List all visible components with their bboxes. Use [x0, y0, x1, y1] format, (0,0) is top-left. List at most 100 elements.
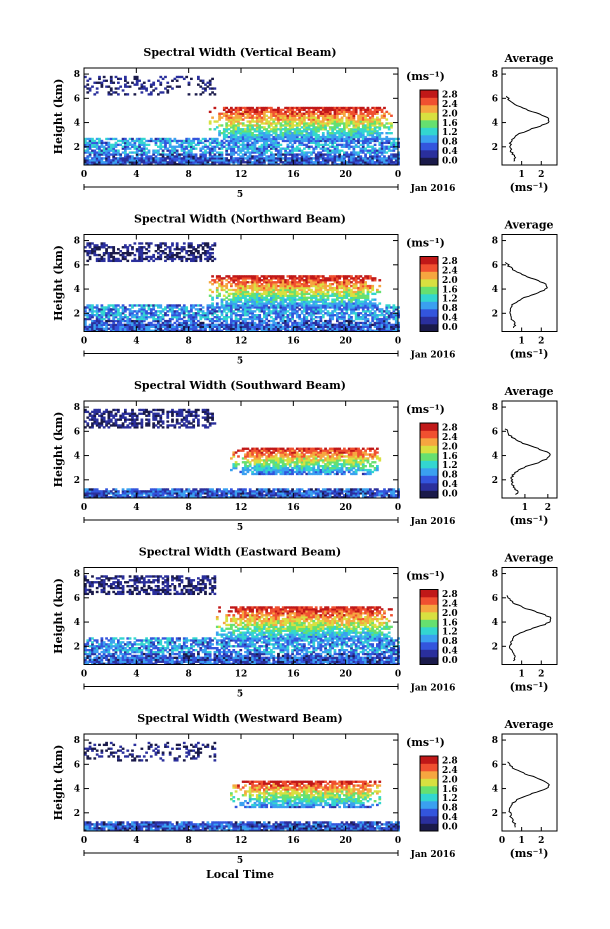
data-cell	[300, 323, 304, 327]
data-cell	[246, 149, 250, 152]
data-cell	[190, 316, 193, 319]
data-cell	[142, 163, 146, 166]
data-cell	[107, 159, 111, 162]
data-cell	[295, 284, 299, 288]
data-cell	[112, 159, 116, 162]
data-cell	[286, 275, 290, 278]
data-cell	[105, 79, 108, 82]
data-cell	[206, 85, 210, 88]
data-cell	[117, 157, 120, 160]
data-cell	[295, 314, 299, 317]
data-cell	[347, 143, 351, 147]
data-cell	[286, 317, 290, 321]
data-cell	[331, 283, 335, 286]
data-cell	[220, 151, 224, 154]
data-cell	[220, 153, 224, 156]
data-cell	[234, 308, 238, 311]
data-cell	[182, 145, 186, 148]
data-cell	[253, 108, 257, 112]
data-cell	[255, 118, 259, 121]
data-cell	[274, 112, 278, 115]
data-cell	[93, 246, 97, 249]
data-cell	[307, 323, 311, 327]
data-cell	[197, 139, 200, 143]
data-cell	[253, 139, 257, 143]
data-cell	[293, 325, 297, 329]
data-cell	[272, 126, 276, 129]
data-cell	[109, 75, 113, 79]
data-cell	[133, 319, 137, 323]
data-cell	[277, 118, 280, 121]
data-cell	[260, 155, 264, 158]
data-cell	[145, 248, 148, 251]
data-cell	[131, 139, 134, 143]
data-cell	[220, 310, 224, 313]
data-cell	[124, 310, 127, 313]
data-cell	[284, 281, 287, 284]
data-cell	[145, 252, 148, 255]
data-cell	[182, 310, 186, 313]
data-cell	[105, 306, 108, 309]
data-cell	[147, 244, 151, 247]
data-cell	[237, 147, 240, 150]
data-cell	[117, 151, 120, 154]
data-cell	[265, 325, 269, 329]
data-cell	[225, 149, 229, 152]
data-cell	[114, 151, 118, 154]
data-cell	[93, 253, 97, 257]
data-cell	[307, 135, 311, 139]
data-cell	[166, 257, 170, 261]
data-cell	[298, 143, 302, 147]
data-cell	[246, 108, 250, 112]
data-cell	[211, 87, 214, 90]
data-cell	[102, 329, 106, 332]
data-cell	[152, 312, 156, 315]
data-cell	[246, 157, 250, 160]
data-cell	[194, 157, 198, 160]
data-cell	[230, 134, 233, 137]
data-cell	[263, 329, 266, 332]
data-cell	[390, 149, 393, 152]
data-cell	[251, 316, 254, 319]
data-cell	[371, 137, 375, 141]
data-cell	[255, 306, 259, 309]
data-cell	[157, 145, 160, 148]
data-cell	[293, 112, 297, 115]
data-cell	[232, 141, 236, 145]
data-cell	[350, 132, 353, 135]
data-cell	[246, 124, 250, 127]
data-cell	[324, 126, 327, 129]
data-cell	[295, 149, 299, 152]
data-cell	[222, 294, 226, 297]
data-cell	[270, 153, 273, 156]
data-cell	[124, 157, 127, 160]
data-cell	[230, 288, 233, 292]
data-cell	[239, 122, 243, 125]
data-cell	[357, 294, 360, 297]
data-cell	[263, 157, 266, 160]
data-cell	[319, 319, 323, 323]
data-cell	[295, 310, 299, 313]
data-cell	[263, 128, 266, 131]
data-cell	[361, 124, 365, 127]
data-cell	[105, 316, 108, 319]
data-cell	[218, 147, 221, 150]
data-cell	[109, 252, 113, 255]
data-cell	[293, 275, 297, 278]
data-cell	[274, 286, 278, 290]
data-cell	[359, 134, 363, 137]
data-cell	[317, 327, 320, 330]
data-cell	[328, 275, 332, 278]
data-cell	[319, 114, 323, 117]
data-cell	[312, 141, 316, 145]
data-cell	[152, 304, 156, 307]
data-cell	[328, 327, 332, 330]
data-cell	[300, 139, 304, 143]
data-cell	[357, 292, 360, 296]
data-cell	[314, 128, 318, 131]
data-cell	[234, 139, 238, 143]
data-cell	[157, 255, 160, 259]
data-cell	[84, 157, 87, 160]
data-cell	[95, 314, 99, 317]
data-cell	[178, 85, 181, 88]
